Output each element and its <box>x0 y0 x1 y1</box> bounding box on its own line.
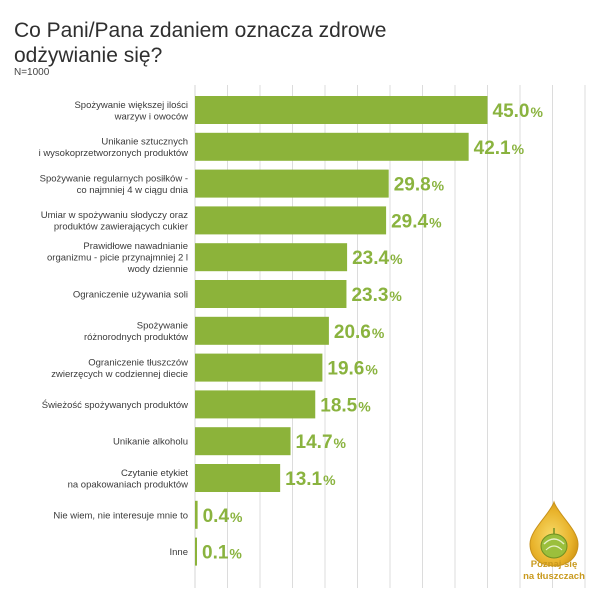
category-label: Ograniczenie tłuszczów zwierzęcych w codz… <box>51 357 188 380</box>
category-label-line: Umiar w spożywaniu słodyczy oraz <box>41 210 189 221</box>
category-label-line: Ograniczenie tłuszczów <box>88 357 188 368</box>
category-label: Spożywanie regularnych posiłków -co najm… <box>40 173 189 196</box>
value-percent-sign: % <box>512 141 525 157</box>
category-label-line: organizmu - picie przynajmniej 2 l <box>47 253 188 264</box>
value-number: 0.4 <box>203 506 230 527</box>
value-label: 23.4% <box>352 248 403 269</box>
bar <box>195 169 389 198</box>
bar <box>195 280 347 308</box>
poznaj-sie-na-tluszczach-logo-icon <box>529 500 579 567</box>
category-label-line: wody dziennie <box>127 264 188 275</box>
value-number: 13.1 <box>285 469 322 490</box>
category-label-line: produktów zawierających cukier <box>54 222 188 233</box>
value-percent-sign: % <box>230 509 243 525</box>
category-label-line: Czytanie etykiet <box>121 468 188 479</box>
value-percent-sign: % <box>530 104 543 120</box>
value-label: 0.1% <box>202 543 242 564</box>
bar <box>195 464 281 492</box>
bar <box>195 353 323 382</box>
value-number: 23.3 <box>351 285 388 306</box>
bar <box>195 206 387 235</box>
value-label: 29.4% <box>391 211 442 232</box>
bar <box>195 96 488 124</box>
category-label: Świeżość spożywanych produktów <box>42 399 188 411</box>
category-label-line: warzyw i owoców <box>114 111 189 122</box>
value-number: 14.7 <box>296 432 333 453</box>
bar <box>195 132 469 161</box>
value-percent-sign: % <box>432 178 445 194</box>
category-labels: Spożywanie większej ilości warzyw i owocó… <box>39 100 189 558</box>
value-label: 13.1% <box>285 469 336 490</box>
value-percent-sign: % <box>365 362 378 378</box>
chart-title: Co Pani/Pana zdaniem oznacza zdrowe odży… <box>14 19 387 67</box>
value-labels: 45.0%42.1%29.8%29.4%23.4%23.3%20.6%19.6%… <box>202 101 543 564</box>
value-number: 18.5 <box>320 395 357 416</box>
value-number: 23.4 <box>352 248 389 269</box>
category-label-line: zwierzęcych w codziennej diecie <box>51 369 188 380</box>
bar <box>195 500 198 529</box>
value-label: 29.8% <box>394 175 445 196</box>
value-label: 45.0% <box>493 101 544 122</box>
category-label-line: na opakowaniach produktów <box>68 479 189 490</box>
value-label: 18.5% <box>320 395 371 416</box>
category-label-line: Świeżość spożywanych produktów <box>42 399 188 411</box>
category-label: Prawidłowe nawadnianie organizmu - picie … <box>47 241 188 275</box>
category-label-line: Spożywanie większej ilości <box>74 100 188 111</box>
value-number: 45.0 <box>493 101 530 122</box>
bar <box>195 243 348 272</box>
value-number: 29.8 <box>394 175 431 196</box>
bar <box>195 427 291 456</box>
value-percent-sign: % <box>389 288 402 304</box>
category-label: Ograniczenie używania soli <box>73 290 188 301</box>
bar <box>195 537 197 566</box>
logo-text-line-2: na tłuszczach <box>523 571 585 582</box>
category-label: Unikanie alkoholu <box>113 437 188 448</box>
logo-text: Poznaj się na tłuszczach <box>506 559 600 583</box>
value-number: 20.6 <box>334 322 371 343</box>
value-label: 23.3% <box>351 285 402 306</box>
category-label-line: Ograniczenie używania soli <box>73 290 188 301</box>
bars <box>195 96 488 566</box>
value-percent-sign: % <box>372 325 385 341</box>
value-number: 42.1 <box>474 138 511 159</box>
value-percent-sign: % <box>390 251 403 267</box>
category-label: Spożywanie większej ilości warzyw i owocó… <box>74 100 188 123</box>
value-label: 14.7% <box>296 432 347 453</box>
value-label: 0.4% <box>203 506 243 527</box>
bar <box>195 316 329 345</box>
category-label-line: Unikanie sztucznych <box>101 137 188 148</box>
category-label-line: i wysokoprzetworzonych produktów <box>39 148 189 159</box>
value-number: 29.4 <box>391 211 428 232</box>
category-label: Unikanie sztucznych i wysokoprzetworzonyc… <box>39 137 189 160</box>
value-label: 20.6% <box>334 322 385 343</box>
value-percent-sign: % <box>334 435 347 451</box>
category-label-line: Prawidłowe nawadnianie <box>83 241 188 252</box>
category-label: Czytanie etykiet na opakowaniach produktó… <box>68 468 189 491</box>
bar <box>195 390 316 419</box>
sample-size: N=1000 <box>14 67 50 78</box>
value-percent-sign: % <box>323 472 336 488</box>
category-label: Nie wiem, nie interesuje mnie to <box>53 510 188 521</box>
value-percent-sign: % <box>358 398 371 414</box>
category-label: Spożywanie różnorodnych produktów <box>84 321 188 344</box>
category-label-line: Nie wiem, nie interesuje mnie to <box>53 510 188 521</box>
category-label-line: różnorodnych produktów <box>84 332 188 343</box>
value-number: 0.1 <box>202 543 229 564</box>
value-label: 42.1% <box>474 138 525 159</box>
category-label-line: Unikanie alkoholu <box>113 437 188 448</box>
category-label: Inne <box>170 547 189 558</box>
value-label: 19.6% <box>327 359 378 380</box>
category-label-line: Inne <box>170 547 189 558</box>
value-number: 19.6 <box>327 359 364 380</box>
category-label-line: co najmniej 4 w ciągu dnia <box>77 185 189 196</box>
value-percent-sign: % <box>429 214 442 230</box>
logo-text-line-1: Poznaj się <box>530 559 578 570</box>
category-label: Umiar w spożywaniu słodyczy oraz produktó… <box>41 210 189 233</box>
value-percent-sign: % <box>229 546 242 562</box>
category-label-line: Spożywanie <box>137 321 188 332</box>
category-label-line: Spożywanie regularnych posiłków - <box>40 173 188 184</box>
